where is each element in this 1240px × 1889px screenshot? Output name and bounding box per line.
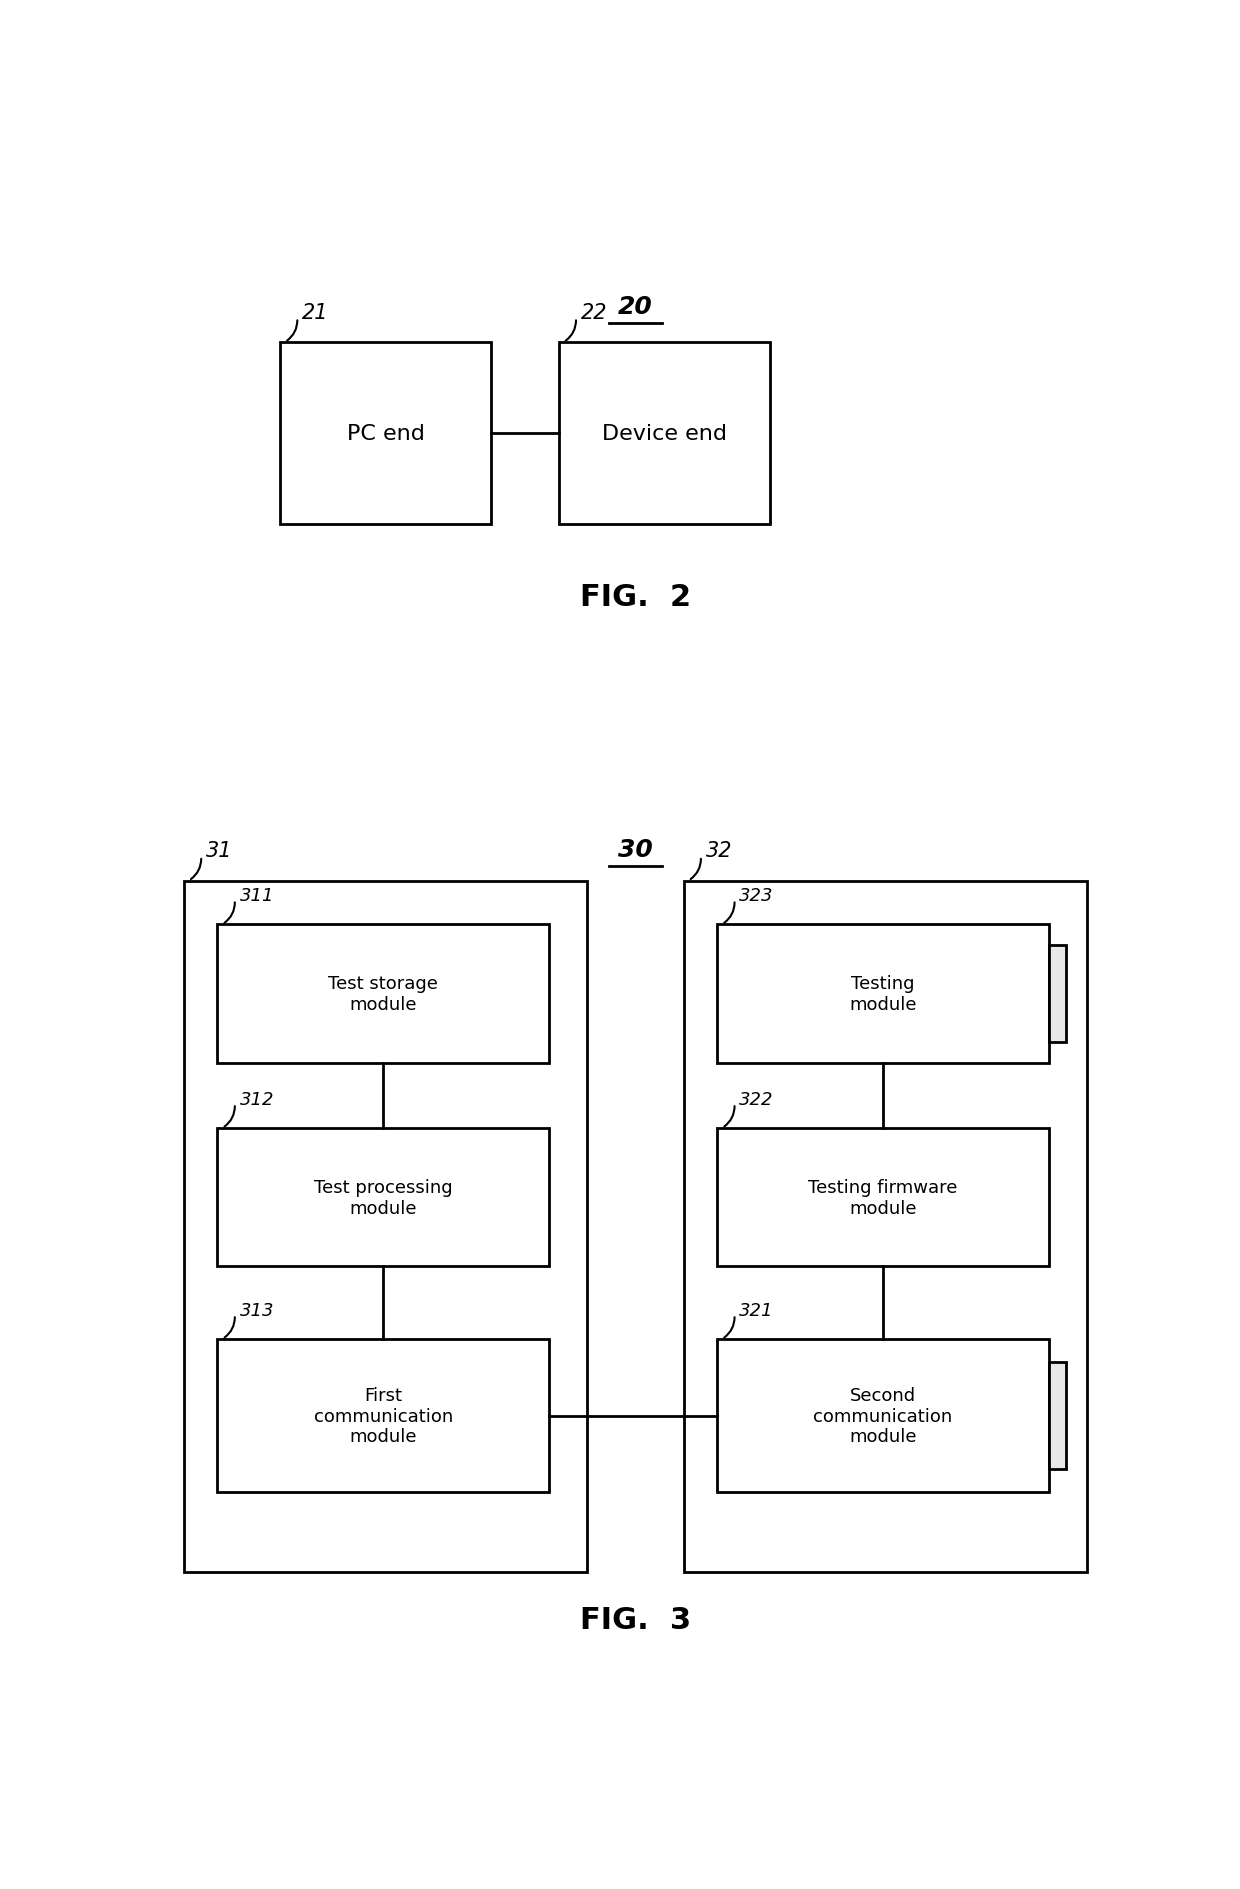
Text: 322: 322	[739, 1090, 774, 1109]
Text: Testing firmware
module: Testing firmware module	[808, 1179, 957, 1217]
Text: 31: 31	[206, 841, 232, 861]
Text: First
communication
module: First communication module	[314, 1387, 453, 1445]
Bar	[280, 344, 491, 525]
Text: 323: 323	[739, 886, 774, 905]
Bar	[717, 1339, 1049, 1492]
Text: 312: 312	[239, 1090, 274, 1109]
Text: 20: 20	[618, 295, 653, 319]
Text: 22: 22	[580, 302, 608, 323]
Bar	[217, 926, 549, 1064]
Bar	[717, 1128, 1049, 1268]
Bar	[217, 1128, 549, 1268]
Text: PC end: PC end	[347, 423, 424, 444]
Bar	[683, 880, 1087, 1572]
Text: Second
communication
module: Second communication module	[813, 1387, 952, 1445]
Bar	[184, 880, 588, 1572]
Text: Device end: Device end	[601, 423, 727, 444]
Text: 32: 32	[706, 841, 732, 861]
Text: Test storage
module: Test storage module	[329, 975, 438, 1013]
Bar	[717, 926, 1049, 1064]
Text: FIG.  3: FIG. 3	[580, 1606, 691, 1634]
Text: Testing
module: Testing module	[849, 975, 916, 1013]
Bar	[1049, 1362, 1066, 1470]
Bar	[1049, 946, 1066, 1043]
Text: 30: 30	[618, 837, 653, 861]
Text: 311: 311	[239, 886, 274, 905]
Text: 21: 21	[303, 302, 329, 323]
Bar	[558, 344, 770, 525]
Text: FIG.  2: FIG. 2	[580, 584, 691, 612]
Text: Test processing
module: Test processing module	[314, 1179, 453, 1217]
Text: 313: 313	[239, 1302, 274, 1319]
Text: 321: 321	[739, 1302, 774, 1319]
Bar	[217, 1339, 549, 1492]
